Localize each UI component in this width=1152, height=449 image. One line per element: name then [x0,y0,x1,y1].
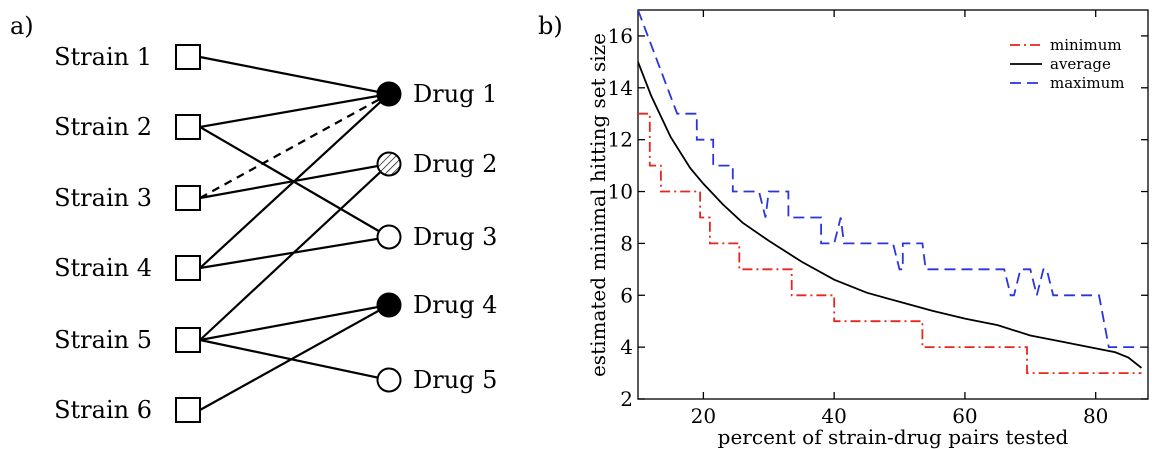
edge-strain1-drug1 [199,55,390,96]
panel-b-line-chart: b) 20 40 60 80 2 4 6 8 10 12 14 16 minimumaveragema… [538,9,1149,449]
strain-label-1: Strain 1 [54,43,152,71]
strain-label-4: Strain 4 [54,254,152,282]
strain-label-6: Strain 6 [54,396,152,424]
series-line-maximum [638,10,1142,349]
strain-node-3 [175,185,201,211]
y-tick-label: 4 [620,335,633,359]
y-tick-label: 2 [620,387,633,411]
series-line-average [638,61,1143,369]
y-tick-label: 10 [608,180,633,204]
drug-node-3 [376,224,402,250]
drug-label-4: Drug 4 [413,291,497,319]
drug-node-5 [376,367,402,393]
drug-label-2: Drug 2 [413,150,497,178]
drug-label-3: Drug 3 [413,223,497,251]
chart-series [638,10,1143,375]
legend-label-average: average [1050,55,1111,73]
edge-strain2-drug1 [199,92,390,129]
panel-a-label: a) [10,12,34,40]
strain-node-6 [175,397,201,423]
drug-label-5: Drug 5 [413,366,497,394]
graph-edges [199,55,390,411]
edge-strain5-drug2 [199,163,390,341]
strain-label-3: Strain 3 [54,184,152,212]
x-tick-label: 60 [952,404,977,428]
y-tick-label: 6 [620,283,633,307]
edge-strain4-drug1 [199,93,390,269]
drug-label-1: Drug 1 [413,80,497,108]
y-tick-label: 16 [608,24,633,48]
strain-nodes: Strain 1 Strain 2 Strain 3 Strain 4 Strain 5… [54,43,201,424]
drug-node-4 [376,292,402,318]
edge-strain5-drug4 [199,303,390,342]
plot-frame [637,9,1149,400]
x-tick-label: 40 [821,404,846,428]
strain-node-4 [175,255,201,281]
edge-strain3-drug1 [199,93,390,199]
y-tick-label: 12 [608,128,633,152]
axis-ticks: 20 40 60 80 2 4 6 8 10 12 14 16 [608,10,1148,428]
legend-label-maximum: maximum [1050,74,1125,92]
strain-node-5 [175,327,201,353]
drug-node-2 [376,151,402,177]
x-tick-label: 20 [691,404,716,428]
x-axis-label: percent of strain-drug pairs tested [718,425,1069,449]
strain-node-2 [175,114,201,140]
strain-label-5: Strain 5 [54,326,152,354]
x-tick-label: 80 [1083,404,1108,428]
drug-nodes: Drug 1 Drug 2 Drug 3 Drug 4 Drug 5 [376,80,497,394]
edge-strain5-drug5 [199,338,390,382]
series-line-minimum [638,112,1142,375]
panel-b-label: b) [538,12,563,40]
drug-node-1 [376,81,402,107]
legend-label-minimum: minimum [1050,36,1122,54]
y-tick-label: 14 [608,76,633,100]
strain-label-2: Strain 2 [54,113,152,141]
y-axis-label: estimated minimal hitting set size [586,33,610,377]
edge-strain6-drug4 [199,304,390,411]
strain-node-1 [175,44,201,70]
y-tick-label: 8 [620,231,633,255]
